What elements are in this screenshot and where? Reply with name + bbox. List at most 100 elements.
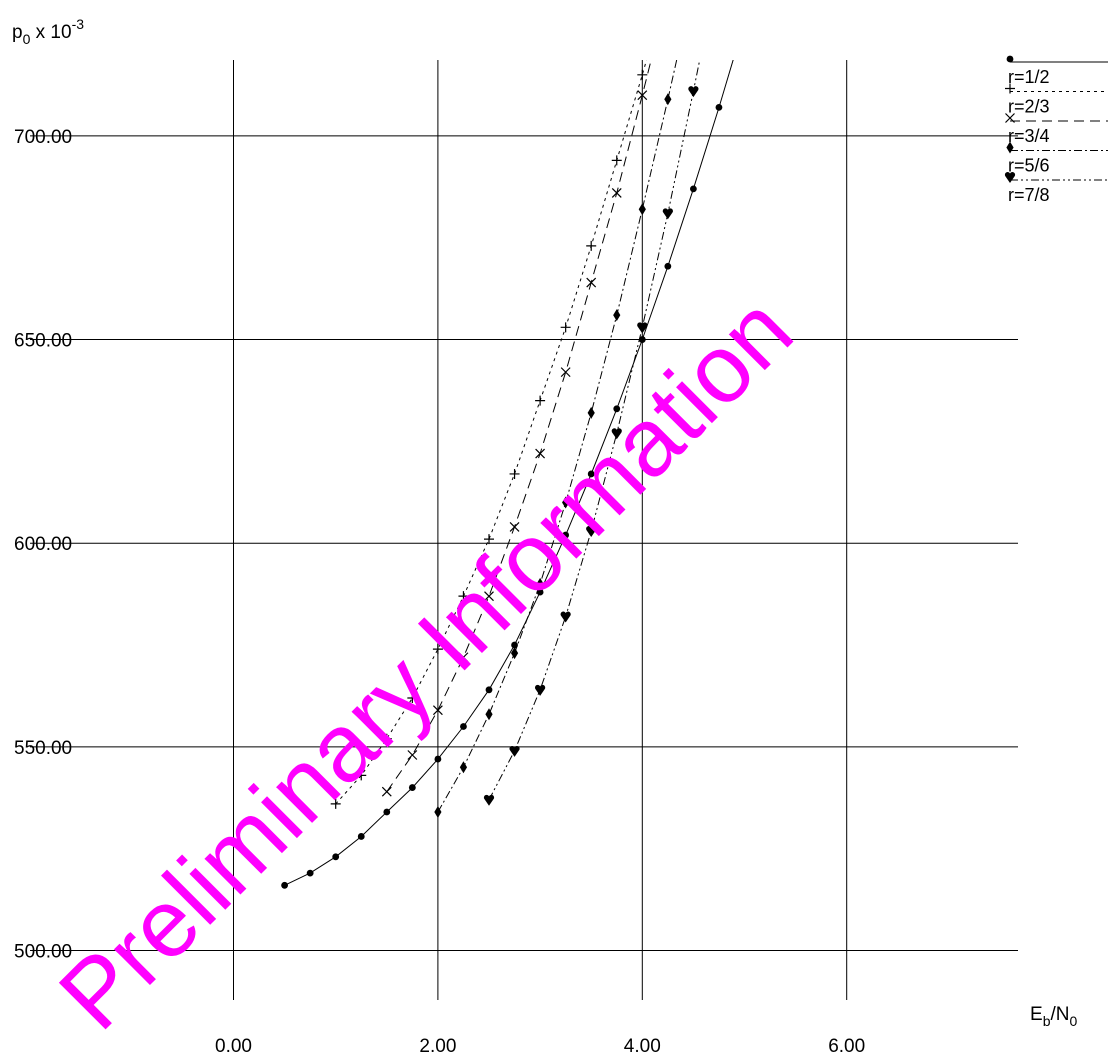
- series-point: [637, 90, 648, 101]
- series-point: [485, 708, 493, 721]
- series-3: [381, 60, 652, 797]
- series-point: [1006, 141, 1014, 154]
- y-tick-label: 500.00: [14, 942, 72, 963]
- series-point: [688, 86, 699, 98]
- legend-entry: r=5/6: [1006, 141, 1108, 176]
- x-tick-label: 0.00: [215, 1036, 252, 1057]
- series-point: [1005, 83, 1015, 94]
- series-point: [1004, 172, 1016, 183]
- x-tick-label: 6.00: [828, 1036, 865, 1057]
- series-point: [511, 641, 518, 649]
- series-line: [335, 60, 648, 805]
- series-point: [562, 531, 570, 539]
- series-point: [407, 750, 418, 760]
- legend-label: r=7/8: [1008, 185, 1050, 205]
- series-point: [460, 723, 467, 730]
- grid: [30, 60, 1018, 1000]
- series-point: [1006, 55, 1014, 63]
- series-point: [510, 647, 519, 660]
- series-point: [509, 468, 520, 479]
- series-point: [536, 588, 544, 596]
- series-point: [509, 521, 520, 532]
- legend-entry: r=2/3: [1005, 83, 1108, 117]
- series-point: [611, 155, 622, 166]
- legend-label: r=2/3: [1008, 97, 1050, 117]
- legend-label: r=3/4: [1008, 126, 1050, 146]
- series-point: [715, 103, 723, 111]
- series-point: [664, 93, 672, 106]
- legend: r=1/2 r=2/3 r=3/4 r=5/6 r=7/8: [1004, 55, 1108, 205]
- series-point: [560, 322, 571, 333]
- series-lines: [281, 18, 748, 889]
- series-point: [535, 395, 546, 406]
- series-point: [459, 761, 468, 774]
- series-1: [281, 18, 748, 889]
- series-point: [587, 406, 595, 419]
- series-point: [483, 794, 495, 806]
- watermark: Preliminary Information: [39, 276, 813, 1050]
- y-tick-label: 650.00: [14, 331, 72, 352]
- x-axis-title: Eb/N0: [1030, 1004, 1077, 1029]
- series-point: [434, 755, 442, 763]
- series-point: [306, 869, 314, 877]
- series-point: [638, 203, 646, 216]
- tick-labels: 0.00 2.00 4.00 6.00 500.00 550.00 600.00 650.00…: [14, 127, 865, 1057]
- series-point: [381, 786, 392, 797]
- series-point: [408, 784, 416, 791]
- series-2: [330, 60, 648, 809]
- series-point: [535, 448, 546, 459]
- series-point: [281, 881, 288, 889]
- series-point: [485, 686, 493, 694]
- series-point: [586, 240, 597, 251]
- series-point: [536, 577, 544, 590]
- series-point: [458, 652, 469, 663]
- series-point: [637, 322, 648, 334]
- series-point: [432, 705, 443, 716]
- series-5: [483, 60, 701, 806]
- series-point: [407, 692, 418, 703]
- series-point: [586, 277, 597, 288]
- series-point: [613, 309, 621, 322]
- series-point: [611, 428, 622, 440]
- x-tick-label: 2.00: [419, 1036, 456, 1057]
- series-point: [664, 262, 672, 270]
- series-point: [560, 611, 571, 623]
- series-point: [562, 496, 570, 509]
- legend-label: r=5/6: [1008, 156, 1050, 176]
- y-tick-label: 700.00: [14, 127, 72, 148]
- series-point: [330, 798, 341, 809]
- series-point: [690, 185, 697, 193]
- series-point: [1005, 113, 1015, 123]
- series-4: [434, 60, 678, 819]
- series-point: [587, 470, 595, 478]
- series-point: [560, 367, 571, 378]
- legend-entry: r=3/4: [1005, 113, 1108, 146]
- series-point: [484, 591, 494, 602]
- series-point: [458, 591, 469, 602]
- y-tick-label: 600.00: [14, 534, 72, 555]
- legend-entry: r=1/2: [1006, 55, 1108, 87]
- series-point: [383, 808, 391, 816]
- legend-label: r=1/2: [1008, 67, 1050, 87]
- series-point: [432, 644, 443, 655]
- series-point: [662, 208, 673, 220]
- series-point: [357, 833, 365, 840]
- series-point: [381, 733, 392, 744]
- series-point: [484, 534, 494, 545]
- y-axis-title: p0 x 10-3: [12, 16, 84, 47]
- series-point: [586, 526, 597, 537]
- series-point: [611, 187, 622, 198]
- series-point: [613, 405, 621, 413]
- series-point: [434, 806, 442, 819]
- series-point: [534, 684, 546, 696]
- series-point: [637, 69, 648, 80]
- y-tick-label: 550.00: [14, 738, 72, 759]
- series-point: [741, 18, 748, 25]
- series-point: [509, 745, 520, 757]
- series-point: [638, 336, 646, 343]
- legend-entry: r=7/8: [1004, 172, 1108, 205]
- x-tick-label: 4.00: [624, 1036, 661, 1057]
- series-point: [356, 770, 367, 781]
- series-point: [332, 853, 340, 861]
